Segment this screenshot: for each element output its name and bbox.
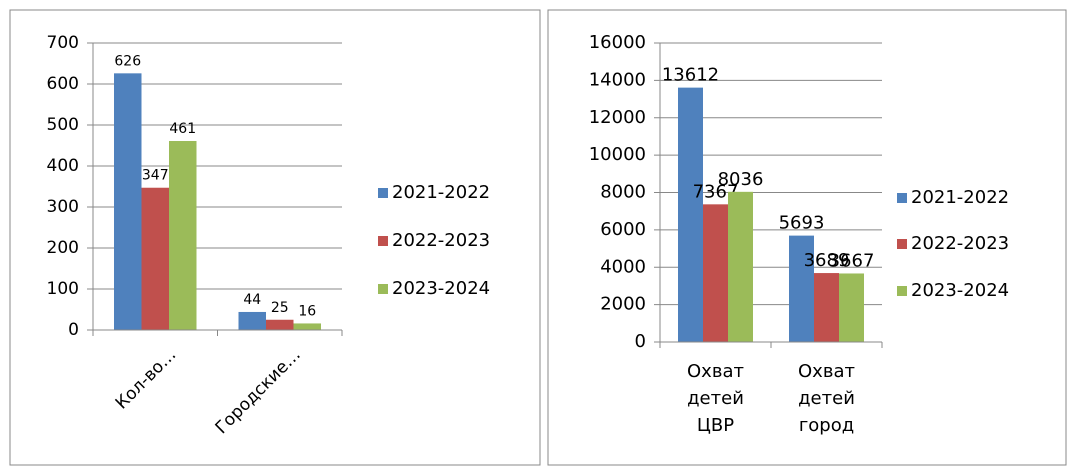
- legend-label: 2021-2022: [911, 187, 1009, 208]
- bar: [703, 204, 728, 342]
- legend-label: 2023-2024: [392, 278, 490, 299]
- data-label: 461: [169, 121, 196, 137]
- chart-border: [9, 9, 541, 466]
- y-tick-label: 2000: [600, 294, 646, 315]
- bar: [728, 191, 753, 342]
- legend-swatch: [378, 236, 388, 246]
- y-tick-label: 12000: [589, 107, 646, 128]
- bar: [238, 311, 266, 330]
- legend-label: 2022-2023: [911, 233, 1009, 254]
- y-tick-label: 500: [47, 115, 79, 135]
- bar: [293, 323, 321, 330]
- y-tick-label: 0: [635, 331, 646, 352]
- y-tick-label: 10000: [589, 144, 646, 165]
- y-tick-label: 8000: [600, 182, 646, 203]
- y-tick-label: 700: [47, 33, 79, 53]
- bar: [789, 235, 814, 342]
- data-label: 8036: [718, 169, 764, 190]
- legend-swatch: [897, 193, 907, 203]
- legend-label: 2022-2023: [392, 230, 490, 251]
- y-tick-label: 4000: [600, 256, 646, 277]
- x-tick-label: Кол-во…: [112, 345, 181, 414]
- data-label: 44: [243, 292, 261, 308]
- bar: [114, 73, 142, 330]
- y-tick-label: 6000: [600, 219, 646, 240]
- bar: [839, 273, 864, 342]
- data-label: 3689: [804, 250, 850, 271]
- y-tick-label: 16000: [589, 32, 646, 53]
- y-tick-label: 600: [47, 74, 79, 94]
- chart-border: [547, 9, 1067, 466]
- bar: [266, 319, 294, 330]
- legend-swatch: [378, 188, 388, 198]
- y-tick-label: 400: [47, 156, 79, 176]
- y-tick-label: 14000: [589, 69, 646, 90]
- bar: [141, 187, 169, 330]
- bar: [169, 140, 197, 330]
- data-label: 16: [298, 303, 316, 319]
- data-label: 5693: [779, 213, 825, 234]
- y-tick-label: 300: [47, 197, 79, 217]
- x-tick-label: Городские…: [212, 345, 305, 438]
- data-label: 626: [114, 53, 141, 69]
- y-tick-label: 0: [68, 320, 79, 340]
- x-tick-label: Охват детей ЦВР: [687, 361, 744, 436]
- bar: [678, 87, 703, 342]
- legend-label: 2023-2024: [911, 280, 1009, 301]
- x-tick-label: Охват детей город: [798, 361, 855, 436]
- data-label: 25: [271, 300, 289, 316]
- legend-label: 2021-2022: [392, 182, 490, 203]
- data-label: 347: [142, 168, 169, 184]
- y-tick-label: 200: [47, 238, 79, 258]
- data-label: 7367: [693, 181, 739, 202]
- legend-swatch: [378, 284, 388, 294]
- y-tick-label: 100: [47, 279, 79, 299]
- bar: [814, 273, 839, 342]
- legend-swatch: [897, 239, 907, 249]
- data-label: 13612: [662, 65, 719, 86]
- data-label: 3667: [829, 250, 875, 271]
- legend-swatch: [897, 286, 907, 296]
